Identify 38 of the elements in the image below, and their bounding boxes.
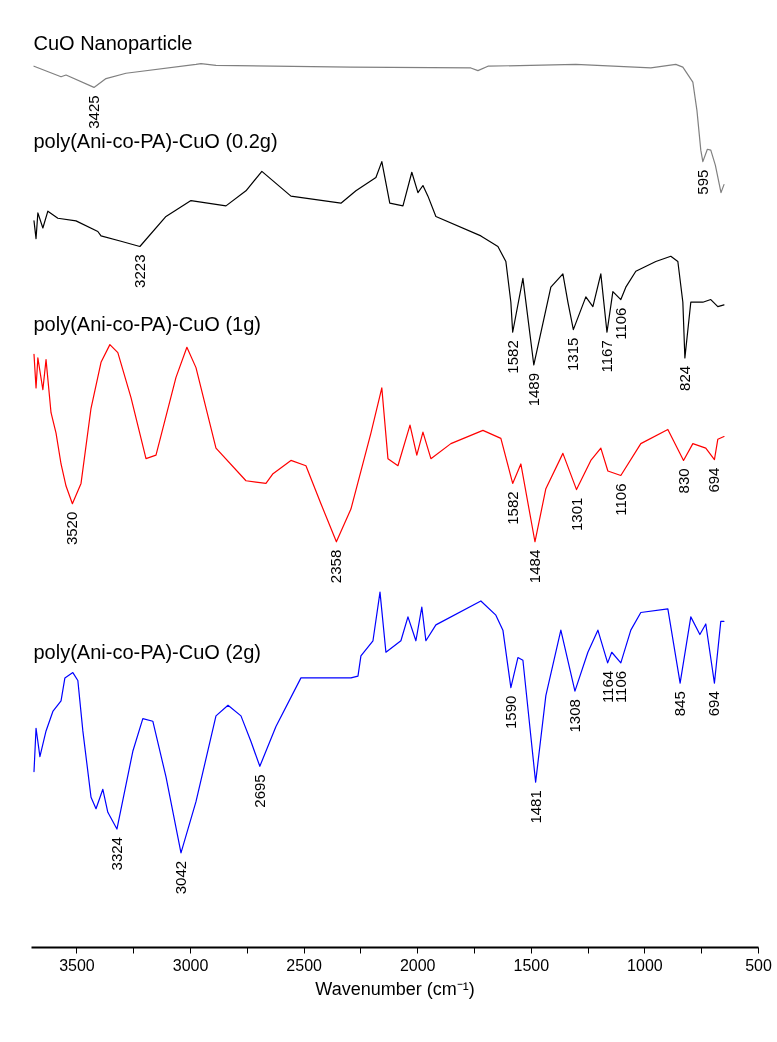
annotation: 1590 xyxy=(501,695,519,729)
annotation: 694 xyxy=(705,691,723,717)
annotation: 2358 xyxy=(327,549,345,584)
x-tick-label: 1500 xyxy=(513,956,550,974)
x-tick-label: 500 xyxy=(745,956,772,974)
annotation: 595 xyxy=(693,169,711,195)
annotation: 1106 xyxy=(611,307,629,340)
annotation: 3042 xyxy=(171,860,189,895)
annotation: 845 xyxy=(671,691,689,717)
x-tick-label: 2500 xyxy=(286,956,323,974)
annotation: 1308 xyxy=(565,699,583,733)
annotation: 1315 xyxy=(564,337,582,371)
annotation: 830 xyxy=(674,468,692,494)
annotation: 694 xyxy=(705,467,723,493)
series-label: poly(Ani-co-PA)-CuO (2g) xyxy=(33,640,261,663)
x-tick-label: 3000 xyxy=(172,956,209,974)
x-tick-label: 1000 xyxy=(627,956,663,974)
annotation: 3223 xyxy=(130,254,148,288)
annotation: 2695 xyxy=(250,774,268,808)
annotation: 3425 xyxy=(84,95,102,129)
series-label: CuO Nanoparticle xyxy=(33,31,193,54)
annotation: 1484 xyxy=(525,549,543,584)
annotation: 3324 xyxy=(107,837,125,871)
annotation: 3520 xyxy=(63,511,81,546)
x-tick-label: 3500 xyxy=(59,956,95,974)
series-label: poly(Ani-co-PA)-CuO (1g) xyxy=(33,312,261,335)
annotation: 1164 xyxy=(598,670,616,704)
annotation: 1582 xyxy=(503,491,521,525)
annotation: 824 xyxy=(675,365,693,391)
annotation: 1301 xyxy=(567,497,585,531)
series-label: poly(Ani-co-PA)-CuO (0.2g) xyxy=(33,129,278,152)
annotation: 1167 xyxy=(597,340,615,373)
annotation: 1582 xyxy=(503,340,521,374)
annotation: 1481 xyxy=(526,790,544,824)
annotation: 1106 xyxy=(611,483,629,516)
x-tick-label: 2000 xyxy=(399,956,436,974)
annotation: 1489 xyxy=(524,372,542,407)
x-axis-title: Wavenumber (cm⁻¹) xyxy=(315,978,475,999)
